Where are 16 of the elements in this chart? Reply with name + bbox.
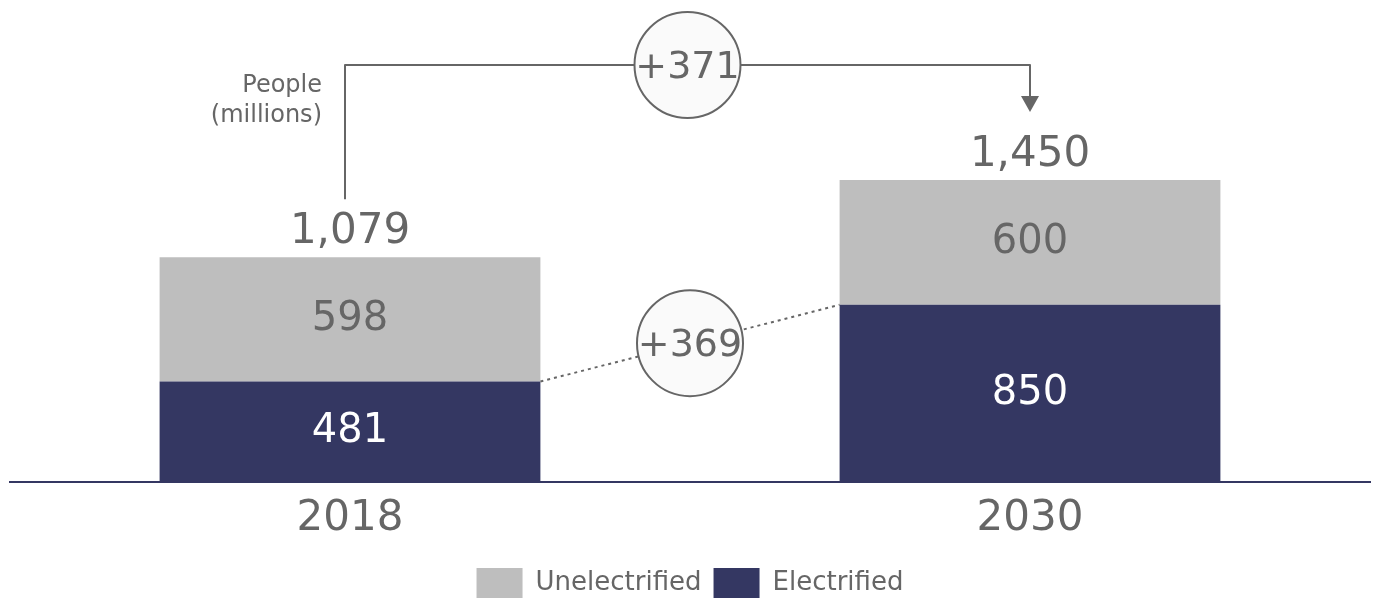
y-axis-title: People (millions) <box>210 70 322 129</box>
data-label: 600 <box>991 215 1069 262</box>
bar <box>159 257 541 382</box>
circle-badge: +371 <box>633 11 742 119</box>
data-label: 481 <box>311 404 389 451</box>
circle-badge: +369 <box>636 289 744 398</box>
total-label: 1,079 <box>289 204 411 254</box>
legend-label: Electrified <box>772 565 904 596</box>
x-tick-label: 2018 <box>296 490 404 540</box>
x-tick-label: 2030 <box>976 490 1084 540</box>
total-label: 1,450 <box>969 127 1091 176</box>
data-label: 598 <box>311 292 389 339</box>
annotation: +369 <box>637 320 743 365</box>
data-label: 850 <box>991 366 1069 413</box>
legend-label: Unelectrified <box>535 565 702 596</box>
bar <box>839 180 1221 305</box>
